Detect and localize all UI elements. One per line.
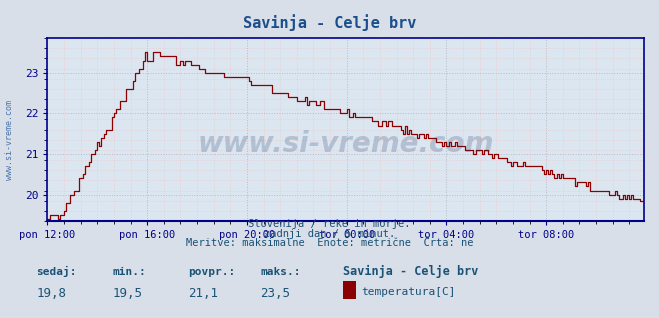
Text: sedaj:: sedaj: — [36, 266, 76, 277]
Text: Savinja - Celje brv: Savinja - Celje brv — [243, 14, 416, 31]
Text: 19,8: 19,8 — [36, 287, 67, 300]
Text: 19,5: 19,5 — [112, 287, 142, 300]
Text: www.si-vreme.com: www.si-vreme.com — [5, 100, 14, 180]
Text: 21,1: 21,1 — [188, 287, 218, 300]
Text: Slovenija / reke in morje.: Slovenija / reke in morje. — [248, 219, 411, 229]
Text: min.:: min.: — [112, 267, 146, 277]
Text: 23,5: 23,5 — [260, 287, 291, 300]
Text: temperatura[C]: temperatura[C] — [361, 287, 455, 297]
Text: Meritve: maksimalne  Enote: metrične  Črta: ne: Meritve: maksimalne Enote: metrične Črta… — [186, 238, 473, 248]
Text: povpr.:: povpr.: — [188, 267, 235, 277]
Text: Savinja - Celje brv: Savinja - Celje brv — [343, 265, 478, 278]
Text: maks.:: maks.: — [260, 267, 301, 277]
Text: zadnji dan / 5 minut.: zadnji dan / 5 minut. — [264, 229, 395, 239]
Text: www.si-vreme.com: www.si-vreme.com — [198, 130, 494, 158]
